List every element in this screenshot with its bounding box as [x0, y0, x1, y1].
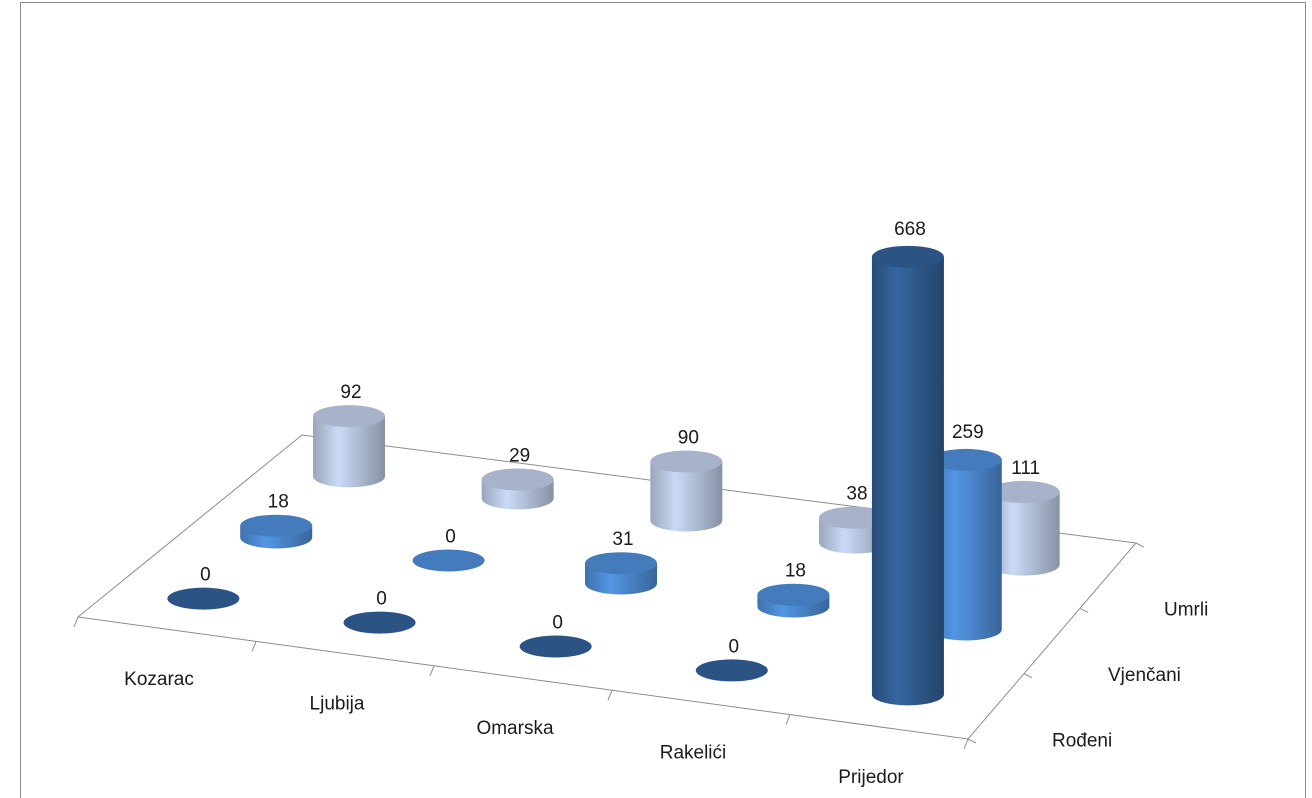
series-bars [167, 245, 1060, 706]
bar-rodeni-rakelici [695, 659, 768, 682]
data-label-rodeni-kozarac: 0 [200, 565, 211, 586]
category-label-omarska: Omarska [476, 718, 554, 739]
series-tick [967, 738, 977, 744]
category-label-ljubija: Ljubija [310, 694, 365, 715]
data-label-umrli-prijedor: 111 [1011, 458, 1040, 479]
data-label-umrli-omarska: 90 [678, 428, 699, 449]
category-label-prijedor: Prijedor [838, 767, 904, 788]
category-tick [73, 616, 79, 628]
series-tick [1135, 542, 1145, 548]
category-label-rakelici: Rakelići [660, 742, 727, 763]
bar-vjencani-kozarac [240, 514, 313, 549]
category-tick [429, 665, 435, 676]
data-label-vjencani-omarska: 31 [612, 529, 633, 550]
bar-vjencani-omarska [585, 552, 657, 595]
bar-rodeni-ljubija [343, 611, 416, 634]
bar-vjencani-ljubija [412, 549, 485, 572]
data-labels: 92 29 90 38 111 18 0 31 18 259 0 0 0 0 668 [200, 219, 1040, 658]
series-tick [1023, 673, 1033, 679]
bar-umrli-ljubija [481, 468, 554, 510]
data-label-rodeni-omarska: 0 [552, 613, 563, 634]
data-label-vjencani-kozarac: 18 [268, 492, 289, 513]
axis-labels: Kozarac Ljubija Omarska Rakelići Prijedor Rođ… [73, 542, 1208, 788]
category-tick [607, 690, 613, 701]
data-label-umrli-kozarac: 92 [340, 382, 361, 403]
data-label-vjencani-rakelici: 18 [785, 561, 806, 582]
series-tick [1079, 607, 1089, 613]
category-tick [251, 641, 257, 652]
data-label-rodeni-rakelici: 0 [729, 636, 740, 657]
data-label-vjencani-prijedor: 259 [952, 422, 984, 443]
series-label-vjencani: Vjenčani [1108, 665, 1181, 686]
bar-rodeni-prijedor [871, 245, 944, 706]
bar-umrli-prijedor [987, 480, 1060, 576]
data-label-rodeni-ljubija: 0 [376, 589, 387, 610]
bar-rodeni-kozarac [167, 587, 240, 610]
data-label-umrli-ljubija: 29 [509, 445, 530, 466]
data-label-umrli-rakelici: 38 [846, 484, 867, 505]
category-tick [785, 714, 791, 725]
series-label-rodeni: Rođeni [1052, 730, 1112, 751]
bar-vjencani-prijedor [929, 448, 1002, 641]
bar-umrli-kozarac [313, 405, 385, 488]
bar-rodeni-omarska [519, 635, 592, 658]
bar-vjencani-rakelici [757, 583, 830, 618]
category-tick [963, 738, 969, 750]
data-label-vjencani-ljubija: 0 [445, 527, 456, 548]
category-label-kozarac: Kozarac [124, 669, 194, 690]
data-label-rodeni-prijedor: 668 [894, 219, 926, 240]
series-label-umrli: Umrli [1164, 600, 1208, 621]
bar-umrli-omarska [650, 450, 723, 532]
